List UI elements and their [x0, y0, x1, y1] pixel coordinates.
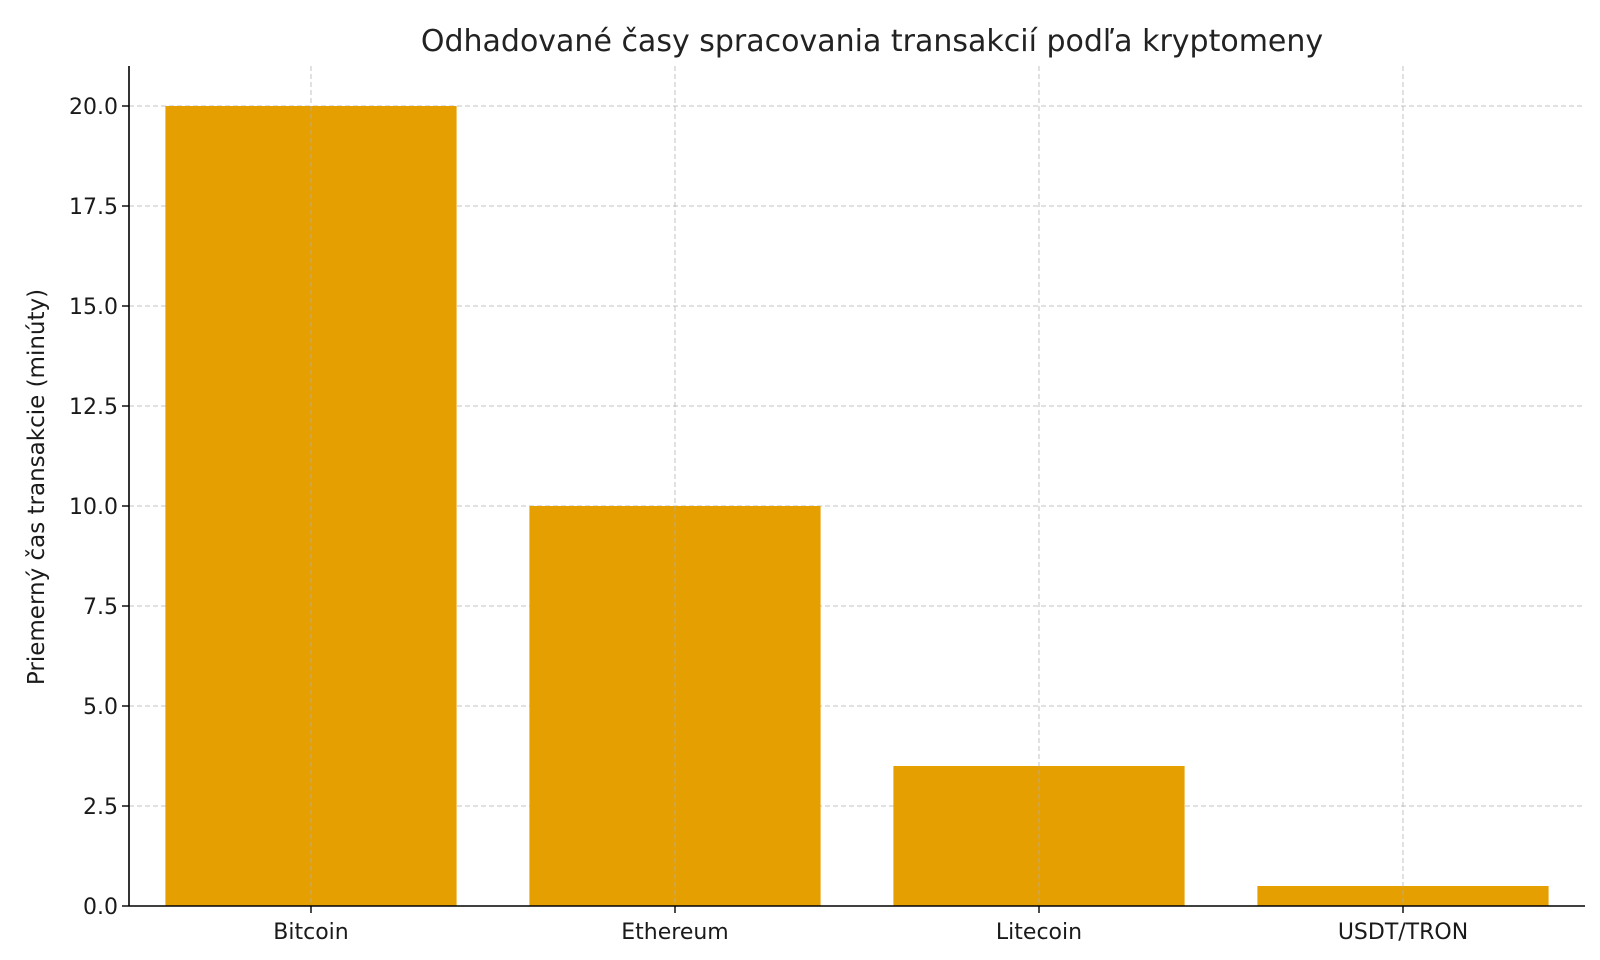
chart-title: Odhadované časy spracovania transakcií p… [421, 24, 1323, 59]
y-tick-label: 20.0 [69, 95, 118, 120]
y-axis-label: Priemerný čas transakcie (minúty) [24, 289, 50, 685]
x-tick-label: Bitcoin [273, 920, 348, 945]
x-tick-label: Ethereum [621, 920, 728, 945]
y-tick-label: 10.0 [69, 495, 118, 520]
x-tick-label: Litecoin [996, 920, 1082, 945]
y-tick-label: 5.0 [83, 695, 118, 720]
x-tick-label: USDT/TRON [1338, 920, 1468, 945]
bar-usdt-tron [1257, 886, 1549, 906]
y-tick-label: 0.0 [83, 895, 118, 920]
y-tick-label: 15.0 [69, 295, 118, 320]
y-ticks: 0.0 2.5 5.0 7.5 10.0 12.5 15.0 17.5 20.0 [69, 95, 129, 920]
y-tick-label: 2.5 [83, 795, 118, 820]
y-tick-label: 17.5 [69, 195, 118, 220]
vertical-grid [310, 66, 1404, 906]
y-tick-label: 12.5 [69, 395, 118, 420]
y-tick-label: 7.5 [83, 595, 118, 620]
x-ticks: Bitcoin Ethereum Litecoin USDT/TRON [273, 906, 1468, 945]
